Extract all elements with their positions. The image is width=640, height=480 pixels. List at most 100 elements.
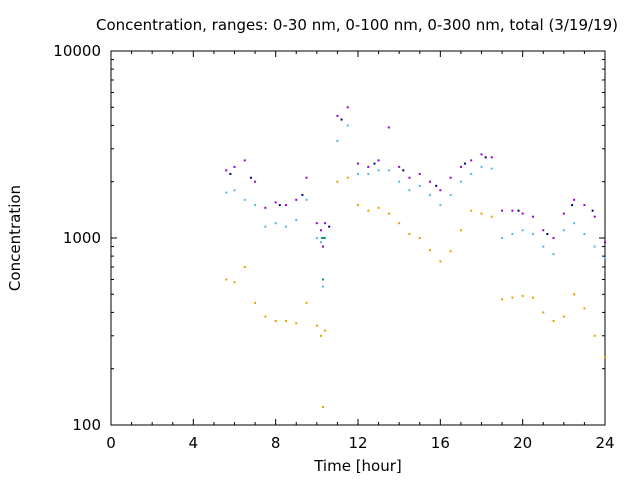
data-point [418,237,421,239]
data-point [340,118,343,121]
data-point [387,126,390,129]
data-point [278,204,281,207]
data-point [583,233,586,236]
data-point [274,319,277,322]
data-point [233,189,236,192]
data-point [225,191,228,194]
data-point [429,193,432,196]
data-point [501,209,504,212]
data-point [562,229,565,232]
data-point [367,165,370,168]
data-point [583,307,586,310]
data-point [243,265,246,268]
series-4 [229,118,594,236]
data-point [315,324,318,327]
data-point [346,106,349,109]
data-point [591,209,594,212]
x-tick-label: 8 [271,434,281,452]
y-tick-label: 1000 [63,229,101,247]
data-point [377,169,380,172]
data-point [573,222,576,225]
data-point [562,212,565,215]
y-tick-label: 10000 [53,42,101,60]
data-point [367,172,370,175]
data-point [531,215,534,218]
data-point [322,245,325,248]
data-point [233,165,236,168]
data-point [542,245,545,248]
data-point [480,212,483,215]
data-point [542,229,545,232]
data-point [501,237,504,239]
data-point [301,193,304,196]
data-point [408,176,411,179]
x-tick-label: 4 [189,434,199,452]
data-point [490,156,493,159]
data-point [324,329,327,332]
data-point [501,298,504,301]
data-point [449,193,452,196]
data-point [418,172,421,175]
data-point [521,229,524,232]
x-tick-label: 0 [106,434,116,452]
data-point [552,319,555,322]
data-point [336,180,339,183]
data-point [322,405,325,408]
data-point [511,233,514,236]
data-point [402,169,405,172]
data-point [542,311,545,314]
data-point [284,319,287,322]
data-point [346,176,349,179]
data-point [511,296,514,299]
chart-title: Concentration, ranges: 0-30 nm, 0-100 nm… [96,16,618,34]
data-point [322,278,325,281]
data-point [274,201,277,204]
data-point [225,278,228,281]
data-point [323,237,326,239]
data-point [470,209,473,212]
data-point [233,281,236,284]
data-point [274,222,277,225]
data-point [357,204,359,207]
data-point [387,169,390,172]
data-point [319,229,322,232]
data-point [521,294,524,297]
data-point [357,172,359,175]
data-point [573,198,576,201]
plot-area [110,50,606,426]
data-point [490,167,493,170]
data-point [324,222,327,225]
data-point [470,159,473,162]
data-point [284,225,287,228]
data-point [295,198,298,201]
series-2 [320,237,326,281]
data-point [480,153,483,156]
data-point [531,233,534,236]
data-point [439,204,442,207]
data-point [357,162,359,165]
data-point [373,162,376,165]
data-point [387,212,390,215]
data-point [470,172,473,175]
data-point [324,237,327,239]
data-point [336,114,339,117]
x-tick-label: 12 [348,434,367,452]
y-tick-label: 100 [72,416,101,434]
data-point [305,176,308,179]
x-tick-label: 20 [513,434,532,452]
x-axis: 0 4 8 12 16 20 24 [106,51,615,452]
data-point [439,189,442,192]
data-point [254,180,257,183]
data-point [319,241,322,244]
data-point [264,206,267,209]
data-point [254,204,257,207]
data-point [571,204,574,207]
data-point [377,159,380,162]
data-point [408,189,411,192]
data-point [439,260,442,263]
data-point [346,124,349,127]
data-point [490,215,493,218]
data-point [243,198,246,201]
series-0 [225,176,606,408]
